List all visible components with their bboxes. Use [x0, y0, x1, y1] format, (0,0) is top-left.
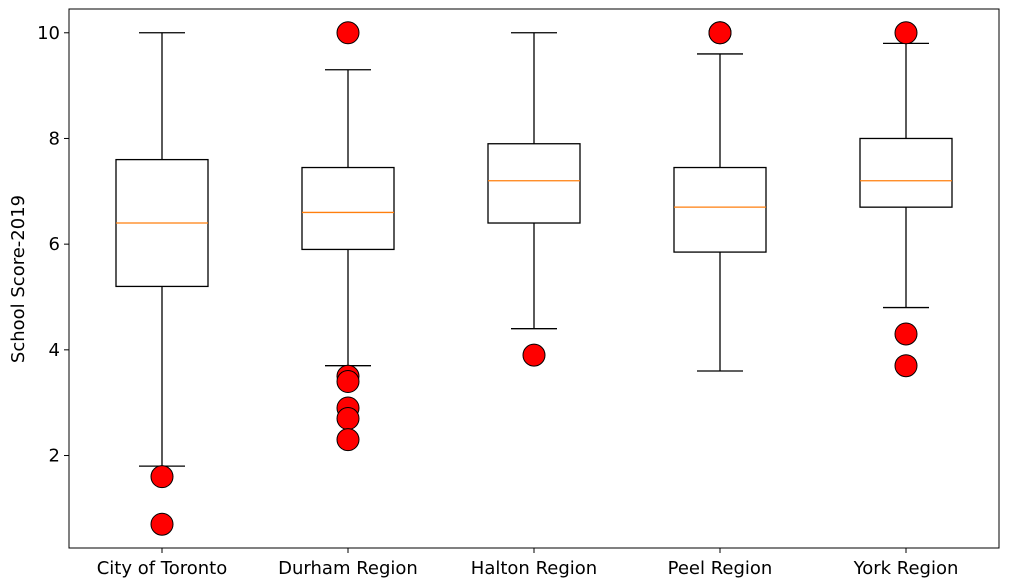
- outlier-point: [894, 322, 918, 346]
- x-tick-label: Durham Region: [278, 558, 418, 579]
- x-tick-label: Peel Region: [668, 558, 773, 579]
- outlier-point: [336, 407, 360, 431]
- y-tick-label: 10: [37, 23, 60, 44]
- iqr-box: [301, 166, 395, 251]
- y-tick-label: 4: [49, 340, 60, 361]
- y-tick-label: 6: [49, 234, 60, 255]
- box-group: [673, 21, 767, 372]
- box-group: [301, 21, 395, 452]
- outlier-point: [336, 370, 360, 394]
- y-axis-title: School Score-2019: [8, 195, 29, 363]
- box-group: [859, 21, 953, 378]
- outlier-point: [150, 465, 174, 489]
- outlier-point: [894, 354, 918, 378]
- chart-marks: [115, 21, 953, 536]
- y-tick-label: 8: [49, 128, 60, 149]
- outlier-point: [708, 21, 732, 45]
- y-tick-label: 2: [49, 446, 60, 467]
- outlier-point: [336, 21, 360, 45]
- box-group: [115, 32, 209, 536]
- iqr-box: [487, 143, 581, 224]
- x-tick-label: Halton Region: [471, 558, 597, 579]
- outlier-point: [336, 428, 360, 452]
- box-group: [487, 32, 581, 367]
- x-tick-label: City of Toronto: [97, 558, 228, 579]
- outlier-point: [150, 512, 174, 536]
- outlier-point: [894, 21, 918, 45]
- x-tick-label: York Region: [853, 558, 959, 579]
- iqr-box: [859, 137, 953, 208]
- iqr-box: [673, 166, 767, 253]
- outlier-point: [522, 343, 546, 367]
- chart-axes: 2 4 6 8 10 City of Toronto Durham Region Halton…: [37, 8, 1000, 579]
